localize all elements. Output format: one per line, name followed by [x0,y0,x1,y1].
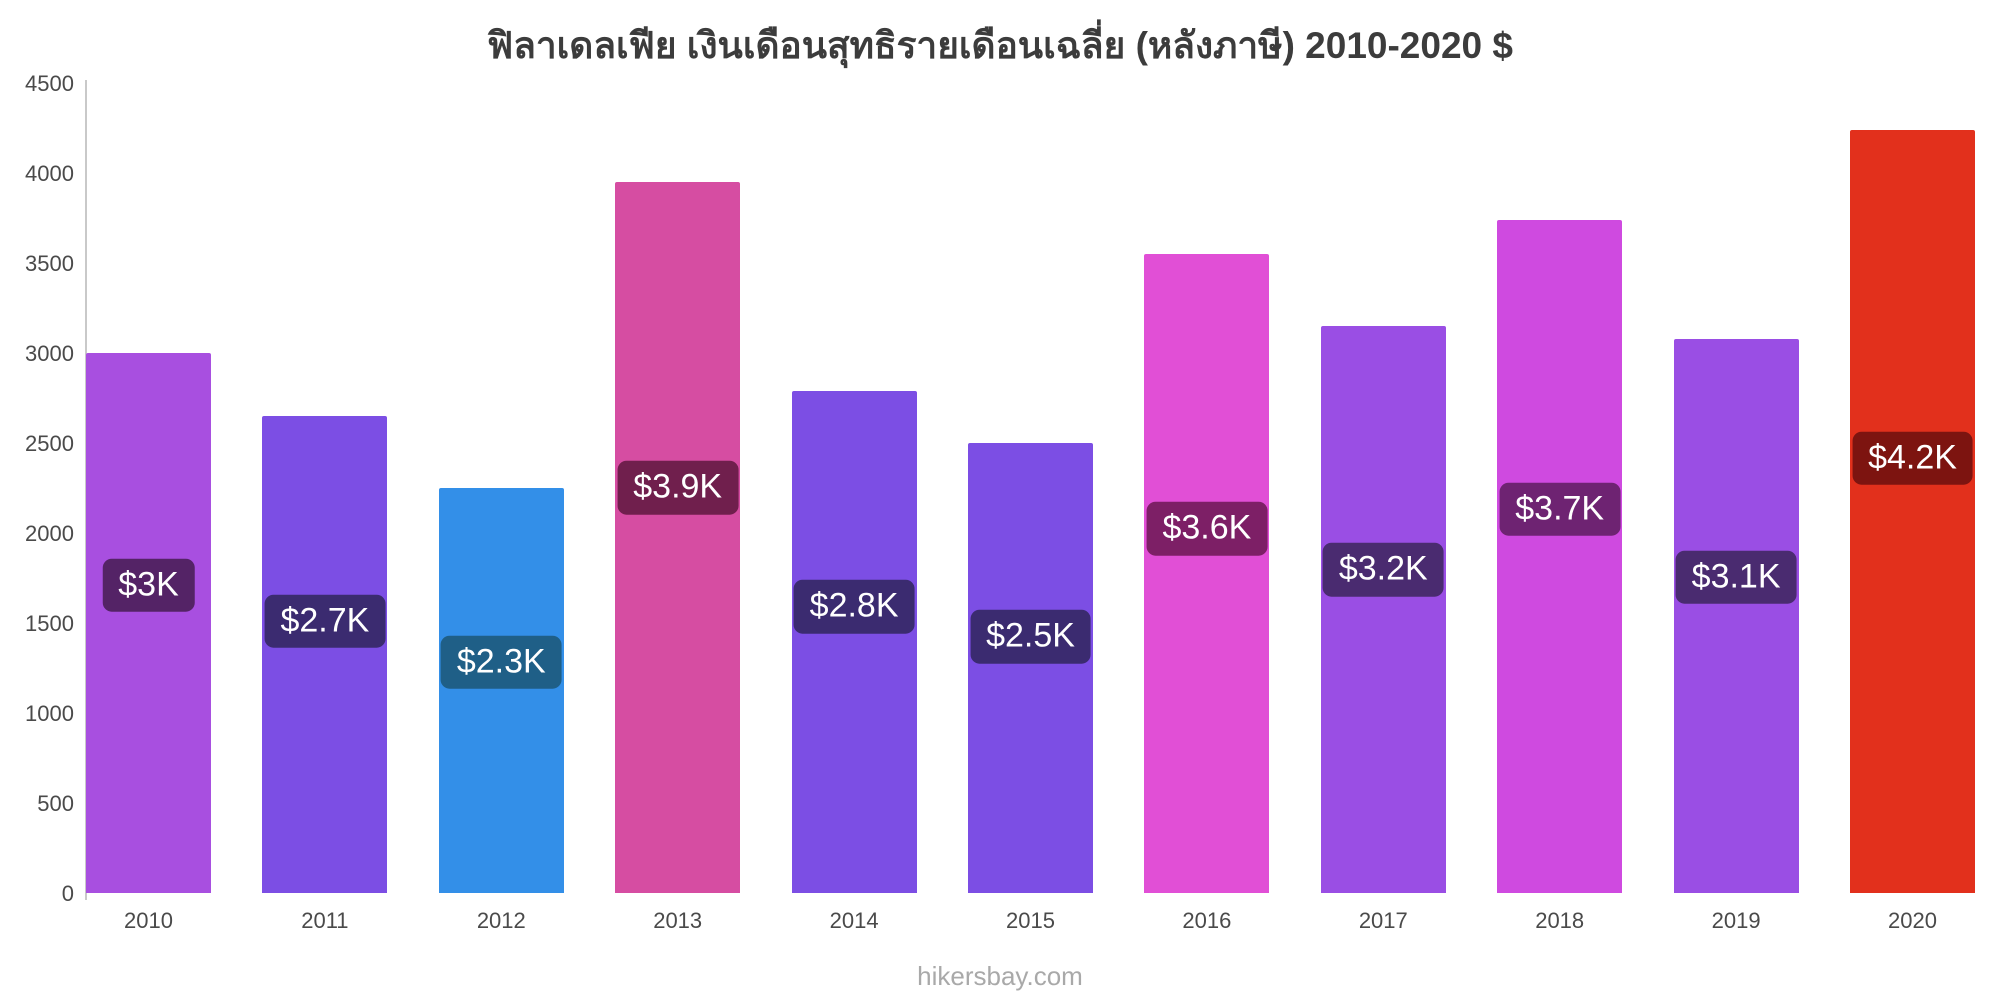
bar-2017: $3.2K [1320,326,1446,893]
x-tick-label-2016: 2016 [1182,908,1232,933]
x-tick-label-2015: 2015 [1006,908,1055,933]
y-tick-label-4500: 4500 [25,71,74,96]
y-tick-label-1000: 1000 [25,701,74,726]
bar-value-label-2018: $3.7K [1499,482,1621,536]
bar-value-label-2014: $2.8K [793,580,915,634]
bar-2014: $2.8K [791,390,917,893]
bar-2016: $3.6K [1144,254,1270,893]
bar-value-label-2016: $3.6K [1146,502,1268,556]
footer-watermark: hikersbay.com [917,961,1083,991]
x-tick-label-2020: 2020 [1888,908,1937,933]
y-tick-label-3500: 3500 [25,251,74,276]
bar-value-label-2012: $2.3K [440,635,562,689]
y-tick-label-2000: 2000 [25,521,74,546]
x-tick-label-2019: 2019 [1711,908,1761,933]
bar-value-label-2017: $3.2K [1322,543,1444,597]
x-tick-label-2010: 2010 [124,908,173,933]
x-tick-label-2011: 2011 [301,908,349,933]
x-tick-label-2018: 2018 [1535,908,1585,933]
bar-value-label-2019: $3.1K [1675,550,1797,604]
bar-2020: $4.2K [1850,129,1975,893]
x-tick-label-2012: 2012 [476,908,526,933]
bar-2019: $3.1K [1673,338,1799,893]
bar-2013: $3.9K [615,182,741,893]
x-tick-label-2014: 2014 [829,908,879,933]
chart-title: ฟิลาเดลเฟีย เงินเดือนสุทธิรายเดือนเฉลี่ย… [487,25,1513,66]
y-tick-label-3000: 3000 [25,341,74,366]
bar-2012: $2.3K [438,488,564,893]
bar-2010: $3K [86,353,211,893]
bar-2011: $2.7K [262,416,388,893]
bar-value-label-2011: $2.7K [264,594,386,648]
bar-2018: $3.7K [1497,219,1623,893]
y-tick-label-500: 500 [37,791,74,816]
y-tick-label-2500: 2500 [25,431,74,456]
x-tick-label-2013: 2013 [653,908,703,933]
y-tick-label-4000: 4000 [25,161,74,186]
bar-value-label-2020: $4.2K [1852,431,1973,485]
bar-2015: $2.5K [968,443,1093,893]
bar-value-label-2013: $3.9K [617,461,739,515]
y-tick-label-1500: 1500 [25,611,74,636]
y-tick-label-0: 0 [61,881,74,906]
bar-value-label-2015: $2.5K [970,609,1091,664]
bar-value-label-2010: $3K [102,558,195,612]
x-tick-label-2017: 2017 [1358,908,1408,933]
